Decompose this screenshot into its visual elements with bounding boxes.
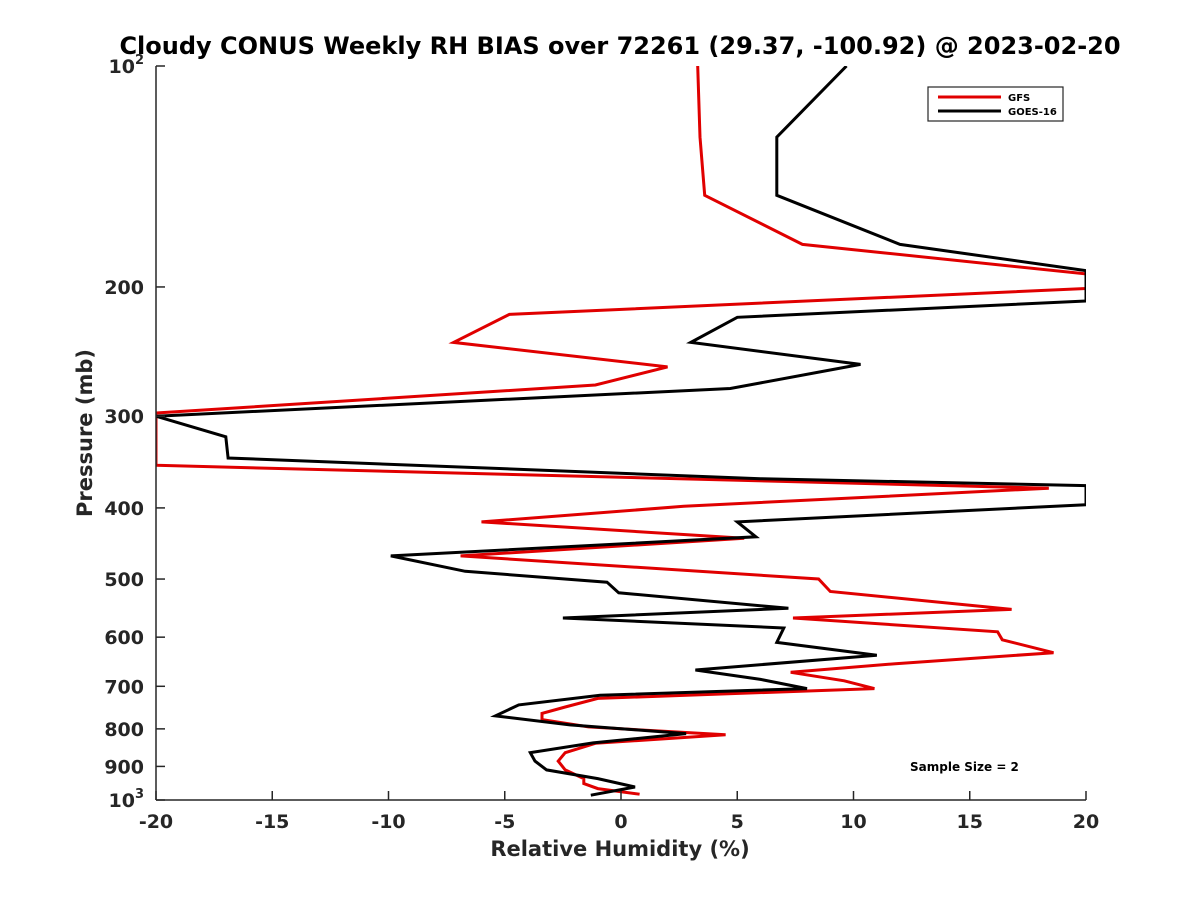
x-tick-label: 5 xyxy=(731,811,744,833)
legend-box xyxy=(927,86,1064,122)
plot-area xyxy=(155,66,1086,801)
y-tick-label: 800 xyxy=(104,719,144,741)
x-axis-ticks: -20 -15 -10 -5 0 5 10 15 20 xyxy=(139,791,1099,833)
y-tick-label: 500 xyxy=(104,569,144,591)
x-tick-label: -15 xyxy=(255,811,289,833)
y-axis-ticks: 102 200 300 400 500 600 700 800 900 103 xyxy=(104,53,165,812)
x-tick-label: 0 xyxy=(614,811,627,833)
x-tick-label: -10 xyxy=(371,811,405,833)
y-tick-label: 600 xyxy=(104,627,144,649)
legend: GFS GOES-16 xyxy=(927,86,1064,122)
y-tick-label: 102 xyxy=(109,53,145,78)
y-tick-label: 103 xyxy=(109,787,145,812)
sample-size-annotation: Sample Size = 2 xyxy=(910,760,1019,774)
series-line-goes-16 xyxy=(156,66,1086,797)
x-axis-label: Relative Humidity (%) xyxy=(490,837,749,861)
y-tick-label: 300 xyxy=(104,406,144,428)
x-tick-label: -20 xyxy=(139,811,173,833)
y-tick-label: 900 xyxy=(104,756,144,778)
y-axis-label: Pressure (mb) xyxy=(73,349,97,517)
chart-title: Cloudy CONUS Weekly RH BIAS over 72261 (… xyxy=(119,32,1120,60)
legend-label: GOES-16 xyxy=(1008,107,1057,118)
legend-label: GFS xyxy=(1008,93,1030,104)
x-tick-label: -5 xyxy=(494,811,515,833)
y-tick-label: 200 xyxy=(104,277,144,299)
x-tick-label: 15 xyxy=(957,811,983,833)
x-tick-label: 10 xyxy=(840,811,866,833)
y-tick-label: 700 xyxy=(104,676,144,698)
y-tick-label: 400 xyxy=(104,498,144,520)
x-tick-label: 20 xyxy=(1073,811,1099,833)
series-line-gfs xyxy=(156,66,1086,796)
